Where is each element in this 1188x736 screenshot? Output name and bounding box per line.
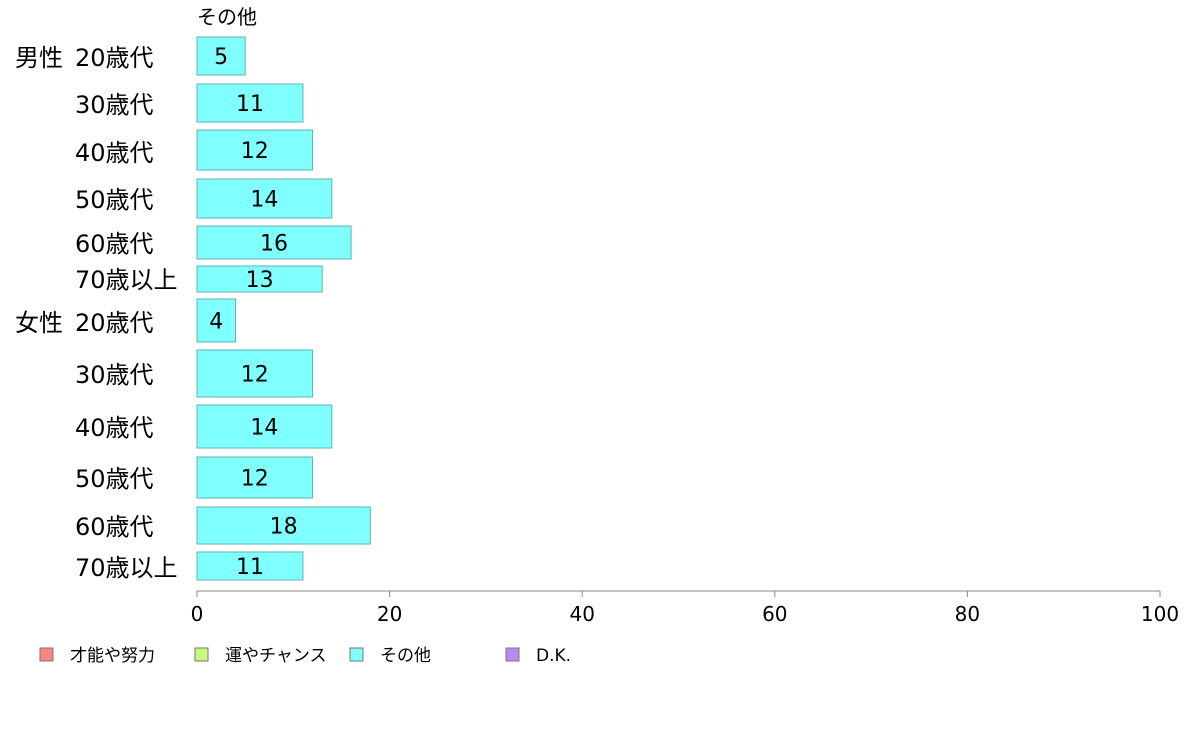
- bar-value-label: 18: [270, 515, 298, 540]
- legend-swatch: [505, 647, 520, 662]
- group-label: 男性: [15, 44, 63, 72]
- category-label: 60歳代: [75, 230, 154, 258]
- legend-swatch: [349, 647, 364, 662]
- bar: [196, 225, 352, 260]
- bar: [196, 129, 314, 171]
- category-label: 60歳代: [75, 513, 154, 541]
- category-label: 20歳代: [75, 44, 154, 72]
- bar-value-label: 16: [260, 232, 288, 257]
- category-label: 40歳代: [75, 139, 154, 167]
- bar-value-label: 14: [250, 188, 278, 213]
- bar-value-label: 11: [236, 92, 264, 117]
- series-header: その他: [197, 5, 257, 29]
- group-label: 女性: [15, 309, 63, 337]
- bar: [196, 36, 246, 76]
- bar-value-label: 12: [241, 363, 269, 388]
- category-label: 30歳代: [75, 361, 154, 389]
- x-tick-label: 40: [569, 602, 594, 626]
- legend-swatch: [39, 647, 54, 662]
- bar-value-label: 11: [236, 555, 264, 580]
- bar-value-label: 5: [214, 45, 228, 70]
- bar: [196, 298, 237, 343]
- bar-value-label: 4: [209, 310, 223, 335]
- x-tick-label: 100: [1141, 602, 1179, 626]
- category-label: 50歳代: [75, 465, 154, 493]
- legend: 才能や努力 運やチャンス その他 D.K.: [39, 646, 571, 666]
- legend-swatch: [194, 647, 209, 662]
- bar: [196, 506, 371, 545]
- category-label: 40歳代: [75, 414, 154, 442]
- bar: [196, 265, 323, 293]
- bar-value-label: 14: [250, 416, 278, 441]
- bar: [196, 178, 333, 219]
- category-label: 70歳以上: [75, 266, 178, 294]
- bar-value-label: 13: [246, 268, 274, 293]
- bar-value-label: 12: [241, 467, 269, 492]
- legend-label: 運やチャンス: [225, 646, 327, 666]
- category-label: 70歳以上: [75, 554, 178, 582]
- bar: [196, 456, 314, 499]
- x-tick-label: 60: [762, 602, 787, 626]
- x-axis: 0 20 40 60 80 100: [191, 590, 1179, 626]
- category-label: 30歳代: [75, 91, 154, 119]
- legend-label: その他: [380, 646, 431, 666]
- legend-label: D.K.: [536, 646, 571, 666]
- bar-value-label: 12: [241, 139, 269, 164]
- legend-label: 才能や努力: [70, 646, 155, 666]
- x-tick-label: 20: [377, 602, 402, 626]
- bar: [196, 404, 333, 449]
- bar: [196, 349, 314, 398]
- category-label: 20歳代: [75, 309, 154, 337]
- bar: [196, 551, 304, 581]
- x-tick-label: 80: [955, 602, 980, 626]
- bar: [196, 83, 304, 123]
- x-tick-label: 0: [191, 602, 204, 626]
- category-label: 50歳代: [75, 186, 154, 214]
